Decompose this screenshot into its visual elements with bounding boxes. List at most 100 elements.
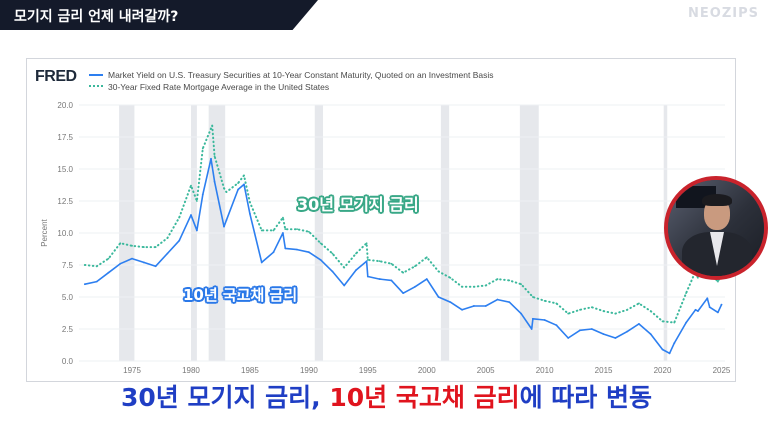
header-bar: 모기지 금리 언제 내려갈까? NEOZIPS [0, 0, 773, 30]
data-point-mortgage [402, 271, 405, 274]
data-point-treasury [673, 342, 676, 344]
data-point-treasury [178, 239, 181, 242]
data-point-mortgage [131, 244, 133, 247]
data-point-mortgage [425, 256, 428, 259]
legend-item-treasury: Market Yield on U.S. Treasury Securities… [89, 69, 494, 81]
data-point-mortgage [437, 270, 440, 273]
data-point-mortgage [366, 258, 369, 261]
data-point-treasury [331, 270, 334, 273]
chart-legend: Market Yield on U.S. Treasury Securities… [89, 69, 494, 93]
data-point-mortgage [243, 174, 245, 177]
data-point-mortgage [717, 280, 719, 283]
data-point-treasury [696, 310, 699, 312]
data-point-mortgage [307, 230, 310, 233]
y-tick-label: 5.0 [62, 293, 74, 302]
data-point-mortgage [378, 260, 381, 263]
data-point-treasury [449, 301, 452, 304]
data-point-mortgage [638, 302, 640, 305]
treasury-rate-annotation: 10년 국고채 금리 [183, 286, 298, 304]
data-point-mortgage [414, 265, 416, 268]
y-tick-label: 12.5 [57, 197, 73, 206]
data-point-mortgage [543, 299, 546, 302]
data-point-mortgage [355, 252, 357, 255]
legend-swatch-solid [89, 74, 103, 76]
video-title: 모기지 금리 언제 내려갈까? [14, 9, 179, 25]
data-point-treasury [243, 183, 245, 186]
data-point-mortgage [331, 252, 334, 255]
y-tick-label: 2.5 [62, 325, 74, 334]
caption-part-2: 10년 국고채 금리 [329, 383, 520, 412]
x-tick-label: 1980 [182, 366, 200, 375]
title-tab [0, 0, 318, 30]
data-point-treasury [473, 305, 475, 307]
data-point-mortgage [579, 308, 581, 311]
x-tick-label: 1975 [123, 366, 141, 375]
data-point-treasury [190, 214, 192, 216]
y-tick-label: 17.5 [57, 133, 73, 142]
data-point-treasury [694, 308, 697, 311]
series-line-mortgage [83, 124, 723, 324]
data-point-treasury [602, 333, 605, 336]
data-point-mortgage [520, 283, 522, 286]
data-point-mortgage [508, 279, 511, 282]
x-tick-label: 1990 [300, 366, 318, 375]
data-point-mortgage [296, 228, 298, 231]
data-point-treasury [579, 329, 581, 332]
data-point-treasury [649, 333, 652, 336]
data-point-mortgage [319, 242, 322, 245]
data-point-treasury [166, 252, 169, 255]
data-point-mortgage [107, 257, 110, 260]
data-point-treasury [307, 251, 310, 254]
x-tick-label: 2005 [477, 366, 495, 375]
data-point-treasury [717, 311, 719, 314]
x-tick-label: 2000 [418, 366, 436, 375]
data-point-treasury [590, 328, 593, 330]
data-point-mortgage [685, 292, 687, 295]
data-point-mortgage [484, 284, 487, 287]
data-point-treasury [437, 296, 440, 298]
data-point-treasury [225, 219, 228, 222]
y-tick-label: 7.5 [62, 261, 74, 270]
data-point-treasury [425, 278, 428, 280]
data-point-treasury [484, 305, 487, 307]
data-point-treasury [638, 322, 640, 325]
data-point-mortgage [649, 310, 652, 312]
data-point-treasury [319, 258, 322, 261]
data-point-mortgage [696, 276, 699, 279]
data-point-treasury [201, 193, 204, 196]
data-point-treasury [720, 303, 723, 306]
data-point-treasury [461, 308, 464, 311]
x-tick-label: 1995 [359, 366, 377, 375]
chart-panel: 0.0 2.5 5.0 7.5 10.0 12.5 15.0 17.5 20.0 1975 1980… [26, 58, 736, 382]
data-point-treasury [366, 275, 369, 278]
data-point-mortgage [473, 285, 475, 288]
data-point-treasury [668, 352, 671, 355]
data-point-treasury [531, 317, 534, 320]
x-tick-label: 2010 [536, 366, 554, 375]
data-point-mortgage [213, 155, 216, 158]
data-point-treasury [567, 337, 570, 339]
data-point-treasury [378, 278, 381, 280]
data-point-treasury [685, 321, 687, 324]
data-point-treasury [296, 248, 298, 251]
data-point-treasury [626, 330, 629, 333]
legend-swatch-dotted [89, 85, 103, 89]
legend-label-mortgage: 30-Year Fixed Rate Mortgage Average in t… [108, 82, 330, 92]
data-point-mortgage [260, 229, 263, 232]
data-point-mortgage [461, 285, 464, 288]
y-tick-label: 0.0 [62, 357, 74, 366]
x-tick-label: 2020 [654, 366, 672, 375]
data-point-mortgage [626, 308, 629, 311]
data-point-treasury [706, 297, 709, 300]
data-point-treasury [260, 261, 263, 264]
data-point-treasury [614, 337, 617, 339]
data-point-treasury [365, 260, 368, 263]
y-axis-label: Percent [40, 218, 49, 246]
data-point-treasury [237, 188, 240, 191]
data-point-mortgage [531, 296, 534, 298]
data-point-mortgage [282, 216, 284, 219]
series-line-treasury [84, 158, 723, 355]
data-point-treasury [355, 269, 357, 272]
data-point-treasury [414, 285, 416, 288]
y-tick-label: 20.0 [57, 101, 73, 110]
